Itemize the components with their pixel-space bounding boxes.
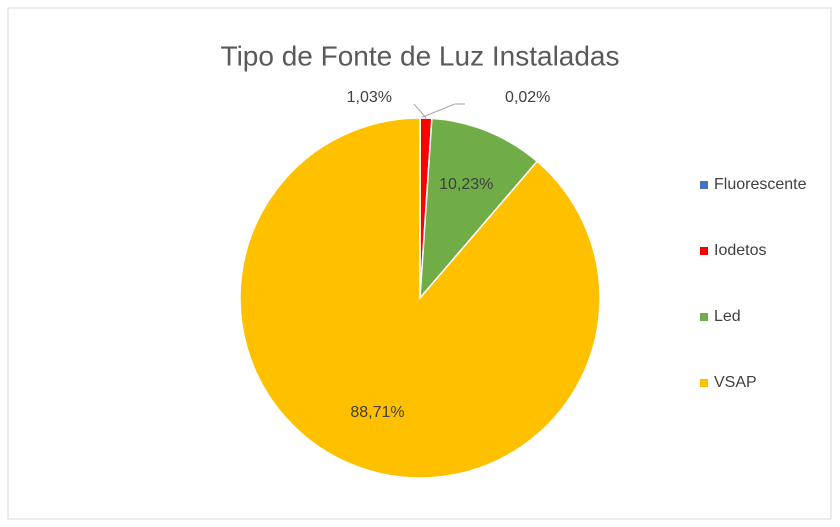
leader-line [419, 103, 465, 119]
legend-label: Iodetos [714, 242, 766, 259]
legend-label: VSAP [714, 374, 757, 391]
pie-slice [239, 117, 601, 479]
chart-title: Tipo de Fonte de Luz Instaladas [221, 40, 620, 71]
legend-swatch [700, 247, 708, 255]
data-label: 88,71% [350, 404, 404, 421]
legend-label: Fluorescente [714, 176, 807, 193]
legend-swatch [700, 379, 708, 387]
legend-label: Led [714, 308, 741, 325]
data-label: 1,03% [347, 89, 392, 106]
data-label: 0,02% [505, 89, 550, 106]
legend-swatch [700, 313, 708, 321]
legend-swatch [700, 181, 708, 189]
data-label: 10,23% [439, 176, 493, 193]
leader-line [413, 103, 427, 119]
pie-slice [419, 117, 539, 301]
